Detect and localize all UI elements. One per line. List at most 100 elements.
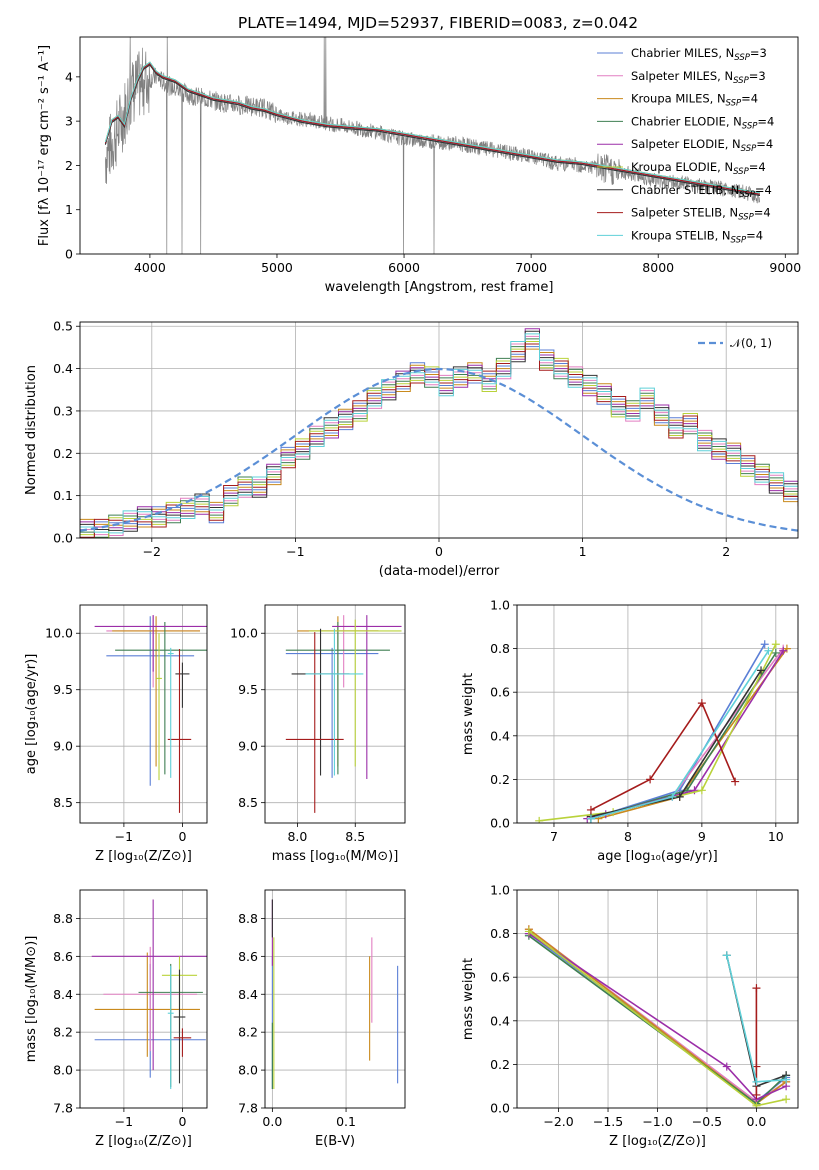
legend-label: Salpeter ELODIE, N — [631, 137, 741, 151]
y-tick-label: 0.4 — [490, 1013, 510, 1028]
x-tick-label: −2.0 — [543, 1114, 573, 1129]
clip-mass-vs-EBV-group — [271, 899, 399, 1090]
histogram-step — [80, 333, 798, 538]
legend-label: Chabrier STELIB, N — [631, 183, 739, 197]
legend-entry: Salpeter ELODIE, NSSP=4 — [631, 137, 773, 154]
figure-title: PLATE=1494, MJD=52937, FIBERID=0083, z=0… — [238, 14, 638, 32]
legend-entry: Salpeter STELIB, NSSP=4 — [631, 206, 771, 223]
y-tick-label: 8.5 — [53, 795, 73, 810]
legend-label: Salpeter MILES, N — [631, 69, 733, 83]
x-tick-label: −1 — [286, 544, 304, 559]
legend-entry: Chabrier MILES, NSSP=3 — [631, 46, 767, 63]
data-point-marker — [764, 646, 773, 655]
legend-entry: Kroupa STELIB, NSSP=4 — [631, 228, 763, 245]
data-point-marker — [586, 805, 595, 814]
y-tick-label: 0.8 — [490, 926, 510, 941]
y-tick-label: 8.2 — [238, 1025, 258, 1040]
y-axis-label: mass weight — [461, 958, 476, 1040]
data-point-marker — [722, 1062, 731, 1071]
data-point-marker — [690, 786, 699, 795]
legend-entry: Kroupa MILES, NSSP=4 — [631, 92, 758, 109]
y-tick-label: 8.0 — [53, 1063, 73, 1078]
y-tick-label: 8.4 — [238, 987, 258, 1002]
legend-label: Kroupa MILES, N — [631, 92, 726, 106]
x-tick-label: 7000 — [515, 260, 547, 275]
series-line — [590, 701, 736, 811]
x-tick-label: 9000 — [769, 260, 801, 275]
y-tick-label: 10.0 — [45, 626, 73, 641]
data-point-marker — [757, 666, 766, 675]
y-tick-label: 7.8 — [238, 1101, 258, 1116]
y-tick-label: 0.2 — [490, 772, 510, 787]
data-point-marker — [535, 816, 544, 823]
y-tick-label: 4 — [65, 69, 73, 84]
y-tick-label: 8.2 — [53, 1025, 73, 1040]
y-tick-label: 2 — [65, 158, 73, 173]
legend-label: Kroupa STELIB, N — [631, 228, 731, 242]
data-point-marker — [771, 648, 780, 657]
x-axis-label: mass [log₁₀(M/M⊙)] — [272, 849, 399, 864]
x-tick-label: 8000 — [642, 260, 674, 275]
y-tick-label: 0.2 — [490, 1057, 510, 1072]
data-point-marker — [782, 1075, 791, 1084]
legend-subscript: SSP — [733, 167, 749, 177]
x-tick-label: 0.1 — [336, 1114, 356, 1129]
data-point-marker — [731, 777, 740, 786]
data-point-marker — [752, 984, 761, 993]
legend-entry: Chabrier ELODIE, NSSP=4 — [631, 114, 774, 131]
y-tick-label: 0.8 — [490, 641, 510, 656]
data-point-marker — [752, 1062, 761, 1071]
y-axis-label: Flux [fλ 10⁻¹⁷ erg cm⁻² s⁻¹ A⁻¹] — [37, 45, 52, 246]
clip-mass-vs-Z-group — [91, 899, 207, 1090]
data-point-marker — [779, 646, 788, 655]
y-tick-label: 0.5 — [53, 319, 73, 334]
clip-mass-weight-vs-Z-group — [524, 925, 791, 1108]
y-tick-label: 0.1 — [53, 488, 73, 503]
y-tick-label: 8.8 — [238, 911, 258, 926]
legend-n: =4 — [756, 137, 773, 151]
legend-entry: Salpeter MILES, NSSP=3 — [631, 69, 766, 86]
data-point-marker — [524, 927, 533, 936]
legend-subscript: SSP — [741, 144, 757, 154]
spectrum-frame — [79, 36, 799, 255]
legend-n: =4 — [757, 114, 774, 128]
x-tick-label: 0 — [435, 544, 443, 559]
legend-entry: Chabrier STELIB, NSSP=4 — [631, 183, 772, 200]
y-tick-label: 1.0 — [490, 598, 510, 613]
y-tick-label: 0.0 — [490, 816, 510, 831]
x-tick-label: 8.0 — [287, 829, 307, 844]
y-tick-label: 7.8 — [53, 1101, 73, 1116]
data-point-marker — [668, 792, 677, 801]
x-tick-label: 9 — [698, 829, 706, 844]
x-axis-label: E(B-V) — [315, 1134, 355, 1149]
y-tick-label: 0.4 — [490, 728, 510, 743]
normal-curve — [80, 367, 798, 532]
x-tick-label: −1 — [115, 1114, 133, 1129]
x-tick-label: 10 — [768, 829, 784, 844]
mass-vs-EBV-frame — [264, 889, 406, 1109]
model-line — [104, 62, 760, 195]
x-tick-label: −0.5 — [692, 1114, 722, 1129]
legend-label: Chabrier MILES, N — [631, 46, 734, 60]
y-tick-label: 0.2 — [53, 446, 73, 461]
x-tick-label: −1 — [115, 829, 133, 844]
x-tick-label: −2 — [143, 544, 161, 559]
y-tick-label: 8.6 — [53, 949, 73, 964]
mass-weight-vs-Z-frame — [516, 889, 799, 1109]
y-tick-label: 8.0 — [238, 1063, 258, 1078]
legend-subscript: SSP — [738, 213, 754, 223]
y-tick-label: 0 — [65, 247, 73, 262]
legend-label: Salpeter STELIB, N — [631, 206, 738, 220]
legend-entry: Kroupa ELODIE, NSSP=4 — [631, 160, 766, 177]
data-point-marker — [646, 775, 655, 784]
model-line — [104, 61, 760, 194]
x-tick-label: 0 — [178, 829, 186, 844]
x-tick-label: 7 — [550, 829, 558, 844]
spectrum-data-line — [105, 37, 760, 254]
y-axis-label: mass [log₁₀(M/M⊙)] — [24, 936, 39, 1063]
legend-subscript: SSP — [731, 235, 747, 245]
x-tick-label: 5000 — [261, 260, 293, 275]
legend-subscript: SSP — [742, 121, 758, 131]
data-point-marker — [675, 792, 684, 801]
